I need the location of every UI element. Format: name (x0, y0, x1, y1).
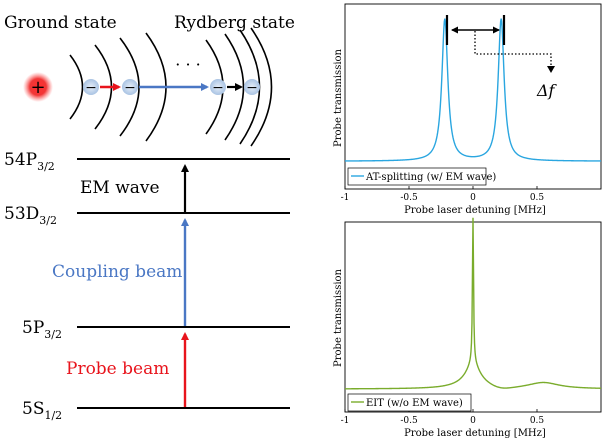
level-label-54p: 54P3/2 (4, 150, 55, 173)
delta-leader-arrowhead (547, 66, 555, 73)
eit-legend-label: EIT (w/o EM wave) (366, 398, 463, 409)
em-wave-label: EM wave (80, 178, 160, 198)
probe-beam-label: Probe beam (66, 359, 169, 379)
x-tick-label: 0.5 (530, 193, 545, 203)
eit-legend (347, 393, 472, 412)
eit-x-ticks: -1 -0.5 0 0.5 (341, 409, 545, 426)
electron-icon (210, 79, 226, 95)
nucleus-plus: + (30, 77, 45, 98)
level-label-5s: 5S1/2 (22, 399, 62, 422)
at-splitting-chart: -1 -0.5 0 0.5 Probe laser detuning [MHz] Pr… (333, 3, 602, 216)
electron-minus: − (124, 80, 136, 96)
delta-f-label: Δf (536, 81, 558, 100)
at-x-label: Probe laser detuning [MHz] (404, 205, 546, 216)
x-tick-label: -0.5 (400, 193, 418, 203)
x-tick-label: -1 (341, 416, 350, 426)
electron-icon (244, 79, 260, 95)
rydberg-state-label: Rydberg state (174, 13, 295, 33)
eit-y-label: Probe transmission (333, 268, 344, 367)
ground-state-label: Ground state (4, 13, 117, 33)
nucleus-icon (23, 72, 53, 102)
eit-chart: -1 -0.5 0 0.5 Probe laser detuning [MHz] Pr… (333, 217, 602, 439)
splitting-annotation: Δf (445, 15, 558, 100)
level-label-5p: 5P3/2 (22, 318, 62, 341)
electron-icon (122, 79, 138, 95)
eit-series-line (345, 217, 602, 390)
x-tick-label: 0.5 (530, 416, 545, 426)
at-y-label: Probe transmission (333, 48, 344, 147)
electron-minus: − (212, 80, 224, 96)
at-legend-label: AT-splitting (w/ EM wave) (365, 172, 496, 183)
ellipsis: · · · (175, 55, 200, 74)
at-x-ticks: -1 -0.5 0 0.5 (341, 186, 545, 203)
at-legend (347, 167, 487, 186)
coupling-beam-label: Coupling beam (52, 262, 182, 282)
x-tick-label: 0 (470, 193, 476, 203)
energy-levels (77, 158, 290, 409)
electrons: − − − − (83, 79, 260, 96)
energy-level-diagram: 54P3/2 53D3/2 5P3/2 5S1/2 EM wave Coupli… (4, 150, 290, 422)
level-labels: 54P3/2 53D3/2 5P3/2 5S1/2 (4, 150, 62, 422)
eit-x-label: Probe laser detuning [MHz] (404, 428, 546, 439)
at-series-line (344, 18, 602, 162)
electron-minus: − (246, 80, 258, 96)
x-tick-label: -1 (341, 193, 350, 203)
x-tick-label: 0 (470, 416, 476, 426)
atom-illustration: Ground state Rydberg state + · · · − − − (4, 13, 295, 147)
x-tick-label: -0.5 (400, 416, 418, 426)
electron-icon (83, 79, 99, 95)
delta-leader (474, 31, 552, 68)
level-label-53d: 53D3/2 (4, 204, 57, 227)
electron-minus: − (85, 80, 97, 96)
